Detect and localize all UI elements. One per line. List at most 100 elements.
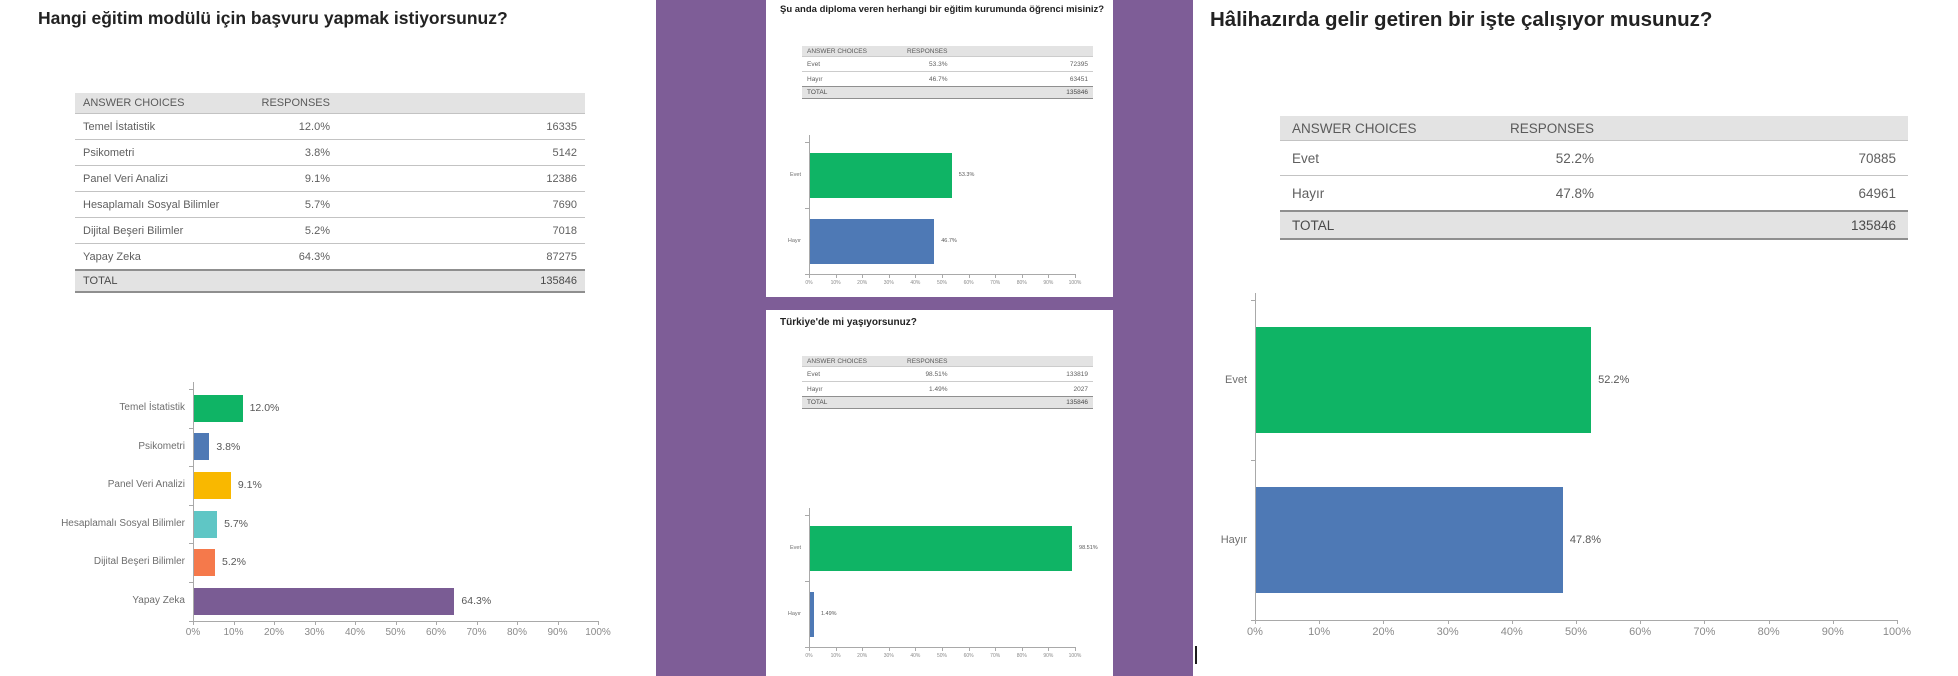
- x-axis-tick-label: 0%: [805, 280, 813, 286]
- bar-value-label: 1.49%: [820, 611, 837, 617]
- x-axis-tick: [1511, 620, 1513, 624]
- x-axis-tick: [1704, 620, 1706, 624]
- x-axis-tick-label: 50%: [936, 280, 947, 286]
- x-axis-tick-label: 20%: [857, 653, 868, 659]
- response-count: 63451: [1069, 75, 1088, 83]
- answer-choices-header: ANSWER CHOICES: [807, 357, 867, 365]
- category-label: Hayır: [787, 611, 801, 617]
- x-axis-tick: [517, 620, 518, 625]
- category-label: Evet: [789, 545, 801, 551]
- response-count: 64961: [1858, 185, 1896, 201]
- x-axis-tick-label: 100%: [1068, 280, 1082, 286]
- response-percent: 5.7%: [304, 198, 330, 211]
- bar-hay-r: [810, 218, 935, 264]
- x-axis-tick: [1255, 620, 1256, 624]
- response-count: 7018: [552, 224, 577, 237]
- x-axis-tick: [835, 274, 837, 278]
- x-axis-tick: [1576, 620, 1577, 624]
- x-axis-tick: [888, 274, 890, 278]
- x-axis-tick-label: 40%: [910, 653, 921, 659]
- x-axis-tick: [1640, 620, 1642, 624]
- x-axis-tick: [995, 274, 997, 278]
- bar-value-label: 47.8%: [1569, 534, 1602, 546]
- x-axis-tick-label: 60%: [963, 280, 974, 286]
- category-label: Yapay Zeka: [132, 595, 185, 606]
- x-axis-tick-label: 10%: [223, 626, 244, 638]
- bar-evet: [810, 525, 1073, 571]
- response-percent: 3.8%: [304, 146, 330, 159]
- bar-dijital-be-eri-bilimler: [194, 549, 216, 577]
- bar-psikometri: [194, 433, 210, 461]
- x-axis-tick: [193, 620, 194, 625]
- answer-label: Evet: [807, 60, 821, 68]
- answer-label: Hesaplamalı Sosyal Bilimler: [83, 198, 220, 211]
- x-axis-tick: [888, 647, 890, 651]
- answer-label: Dijital Beşeri Bilimler: [83, 224, 184, 237]
- bar-value-label: 46.7%: [941, 238, 957, 244]
- response-percent: 52.2%: [1555, 150, 1594, 166]
- table-total-row: TOTAL 135846: [75, 269, 585, 293]
- y-axis-tick: [1251, 460, 1255, 461]
- response-count: 2027: [1073, 385, 1088, 393]
- answer-label: Evet: [1292, 150, 1320, 166]
- y-axis-line: [809, 135, 810, 274]
- table-row: Hayır 1.49% 2027: [802, 381, 1093, 396]
- x-axis-tick-label: 70%: [990, 280, 1001, 286]
- x-axis-tick: [233, 620, 235, 625]
- table-row: Hayır 47.8% 64961: [1280, 175, 1908, 210]
- category-label: Dijital Beşeri Bilimler: [93, 556, 185, 568]
- response-count: 5142: [552, 146, 577, 159]
- y-axis-tick: [189, 466, 193, 468]
- x-axis-tick-label: 30%: [1436, 626, 1459, 638]
- x-axis-tick-label: 60%: [1629, 626, 1652, 638]
- x-axis-tick: [915, 274, 917, 278]
- response-count: 87275: [546, 250, 577, 263]
- purple-background-band: Şu anda diploma veren herhangi bir eğiti…: [656, 0, 1193, 676]
- x-axis-tick: [395, 620, 397, 625]
- response-count: 133819: [1066, 370, 1088, 378]
- y-axis-tick: [189, 504, 193, 506]
- x-axis-tick: [355, 620, 356, 625]
- x-axis-tick-label: 80%: [1016, 653, 1027, 659]
- response-percent: 98.51%: [925, 370, 948, 378]
- response-percent: 46.7%: [929, 75, 948, 83]
- x-axis-tick-label: 80%: [1757, 626, 1780, 638]
- bar-chart-card1: Evet 53.3% Hayır 46.7% 0% 10% 20% 30% 40% 50% 60% 7…: [786, 135, 1106, 292]
- bar-value-label: 5.2%: [222, 556, 246, 569]
- response-count: 7690: [552, 198, 577, 211]
- x-axis-tick-label: 50%: [1564, 626, 1588, 638]
- total-value: 135846: [540, 275, 577, 287]
- category-label: Hayır: [1220, 534, 1247, 546]
- x-axis-tick: [1447, 620, 1449, 624]
- bar-value-label: 5.7%: [224, 517, 249, 530]
- x-axis-tick: [1319, 620, 1321, 624]
- x-axis-tick-label: 90%: [1043, 280, 1054, 286]
- x-axis-tick-label: 70%: [1693, 626, 1716, 638]
- table-header-row: ANSWER CHOICES RESPONSES: [1280, 116, 1908, 140]
- y-axis-tick: [805, 515, 809, 516]
- x-axis-tick: [835, 647, 837, 651]
- x-axis-tick-label: 0%: [805, 653, 813, 659]
- response-percent: 53.3%: [929, 60, 948, 68]
- x-axis-tick-label: 20%: [857, 280, 868, 286]
- table-header-row: ANSWER CHOICES RESPONSES: [75, 93, 585, 113]
- x-axis-tick: [314, 620, 316, 625]
- x-axis-tick: [942, 647, 943, 651]
- table-total-row: TOTAL 135846: [1280, 210, 1908, 240]
- question-title-left: Hangi eğitim modülü için başvuru yapmak …: [38, 8, 508, 28]
- x-axis-tick-label: 30%: [883, 280, 894, 286]
- x-axis-tick: [1021, 274, 1023, 278]
- x-axis-tick-label: 60%: [425, 626, 446, 638]
- response-percent: 9.1%: [304, 172, 330, 185]
- bar-chart-right: Evet 52.2% Hayır 47.8% 0% 10% 20% 30% 40% 50% 60% 7…: [1200, 293, 1950, 645]
- total-label: TOTAL: [807, 399, 828, 406]
- total-value: 135846: [1066, 89, 1088, 96]
- x-axis-tick-label: 10%: [1308, 626, 1331, 638]
- bar-value-label: 52.2%: [1598, 374, 1630, 386]
- x-axis-tick: [1897, 620, 1898, 624]
- response-percent: 47.8%: [1555, 185, 1594, 201]
- bar-value-label: 9.1%: [237, 479, 262, 492]
- survey-panel-right: Hâlihazırda gelir getiren bir işte çalış…: [1193, 0, 1958, 676]
- category-label: Hayır: [787, 238, 801, 244]
- answer-label: Psikometri: [83, 146, 135, 159]
